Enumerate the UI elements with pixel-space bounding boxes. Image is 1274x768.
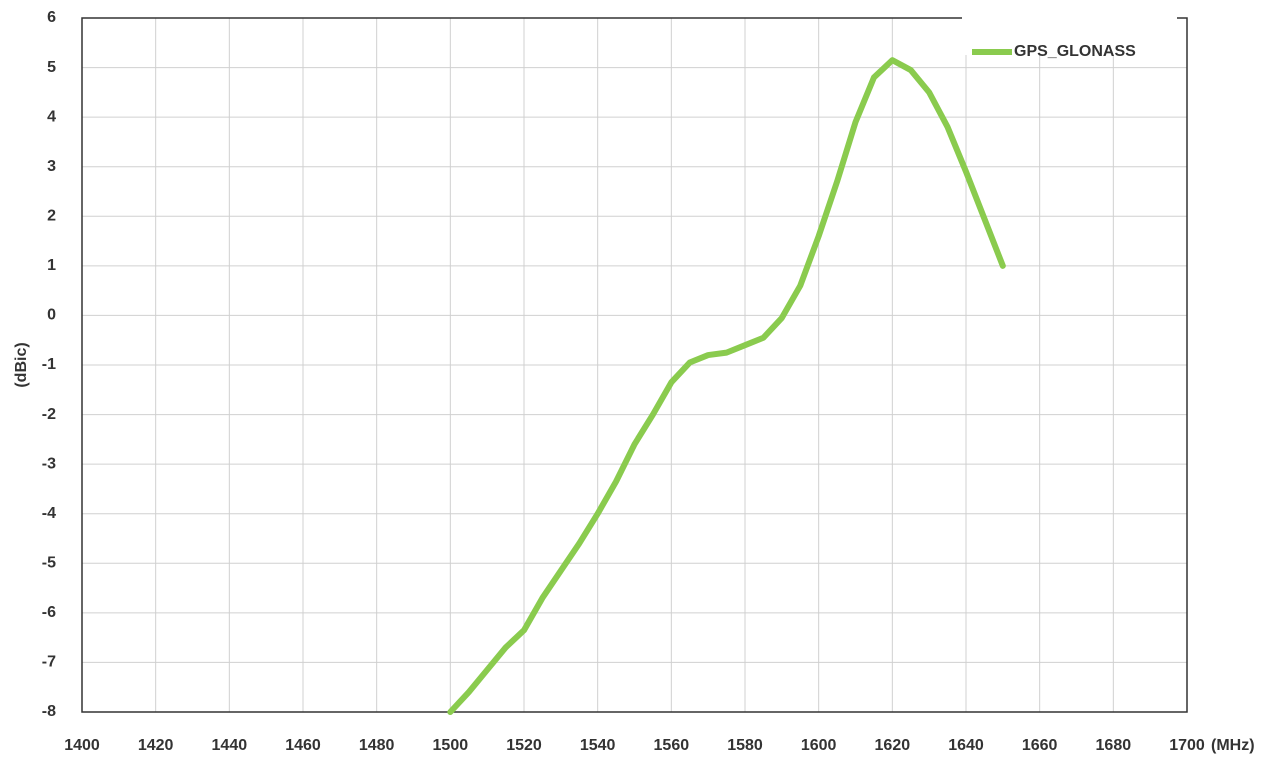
x-tick-label: 1420 <box>138 737 174 754</box>
y-tick-label: -4 <box>42 505 56 522</box>
x-tick-label: 1600 <box>801 737 837 754</box>
x-tick-label: 1700 <box>1169 737 1205 754</box>
y-tick-label: -3 <box>42 455 56 472</box>
y-tick-label: -2 <box>42 406 56 423</box>
y-tick-label: -6 <box>42 604 56 621</box>
x-tick-label: 1500 <box>433 737 469 754</box>
legend-label: GPS_GLONASS <box>1014 43 1136 60</box>
y-tick-label: -5 <box>42 555 56 572</box>
y-tick-label: 5 <box>47 59 56 76</box>
x-tick-label: 1400 <box>64 737 100 754</box>
y-tick-label: 4 <box>47 108 56 125</box>
x-axis-label: (MHz) <box>1211 737 1255 754</box>
y-tick-label: -7 <box>42 654 56 671</box>
legend-box <box>962 17 1177 55</box>
y-tick-label: -1 <box>42 356 56 373</box>
x-tick-label: 1620 <box>875 737 911 754</box>
x-tick-label: 1460 <box>285 737 321 754</box>
x-tick-label: 1480 <box>359 737 395 754</box>
x-tick-label: 1540 <box>580 737 616 754</box>
x-tick-label: 1640 <box>948 737 984 754</box>
data-line <box>447 57 1006 715</box>
x-tick-label: 1440 <box>212 737 248 754</box>
plot-border <box>81 17 1188 713</box>
y-tick-label: 1 <box>47 257 56 274</box>
y-tick-label: 3 <box>47 158 56 175</box>
y-tick-label: -8 <box>42 703 56 720</box>
y-tick-label: 6 <box>47 9 56 26</box>
x-tick-label: 1580 <box>727 737 763 754</box>
x-tick-label: 1560 <box>654 737 690 754</box>
y-tick-label: 2 <box>47 208 56 225</box>
y-axis-label: (dBic) <box>13 342 30 387</box>
x-tick-label: 1680 <box>1096 737 1132 754</box>
x-tick-label: 1520 <box>506 737 542 754</box>
y-tick-label: 0 <box>47 307 56 324</box>
x-tick-label: 1660 <box>1022 737 1058 754</box>
